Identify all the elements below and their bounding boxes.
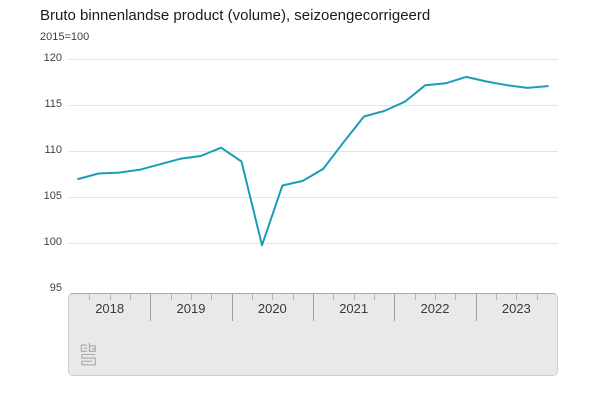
year-separator [313, 294, 314, 321]
quarter-tick [191, 294, 192, 300]
year-separator [475, 294, 477, 321]
quarter-tick [333, 294, 335, 300]
quarter-tick [292, 294, 294, 300]
quarter-tick [435, 294, 436, 300]
quarter-tick [170, 294, 172, 300]
y-axis-tick-label: 120 [43, 52, 62, 64]
gridline [68, 150, 558, 152]
y-axis-tick-label: 110 [44, 144, 62, 156]
gridline [68, 104, 558, 106]
quarter-tick [353, 294, 355, 300]
gridline [68, 196, 558, 198]
timeline-year-label: 2023 [501, 301, 531, 316]
quarter-tick [130, 294, 131, 300]
quarter-tick [496, 294, 497, 300]
quarter-tick [536, 294, 538, 300]
quarter-tick [89, 294, 91, 300]
timeline-year-label: 2020 [257, 301, 287, 316]
quarter-tick [414, 294, 416, 300]
quarter-tick [455, 294, 457, 300]
timeline-year-label: 2021 [339, 301, 369, 316]
quarter-tick [516, 294, 518, 300]
quarter-tick [211, 294, 213, 300]
timeline-year-label: 2022 [420, 301, 450, 316]
y-axis-tick-label: 105 [43, 190, 62, 202]
quarter-tick [109, 294, 111, 300]
gridline [68, 58, 558, 60]
y-axis-tick-label: 95 [49, 282, 62, 294]
quarter-tick [272, 294, 274, 300]
bottom-panel: 2018 2019 2020 2021 2022 2023 [68, 293, 558, 376]
chart-title: Bruto binnenlandse product (volume), sei… [40, 7, 431, 24]
year-separator [231, 294, 233, 321]
cbs-logo-icon [80, 342, 96, 366]
timeline-year-label: 2019 [176, 301, 206, 316]
gdp-line-series [77, 75, 549, 247]
year-separator [150, 294, 152, 321]
y-axis-tick-label: 115 [44, 98, 62, 110]
year-separator [394, 294, 396, 321]
quarter-tick [252, 294, 253, 300]
quarter-tick [374, 294, 375, 300]
chart-unit-label: 2015=100 [40, 31, 90, 43]
gridline [68, 242, 558, 244]
timeline-range-selector[interactable]: 2018 2019 2020 2021 2022 2023 [69, 294, 557, 322]
timeline-year-label: 2018 [95, 301, 125, 316]
y-axis-tick-label: 100 [43, 236, 62, 248]
